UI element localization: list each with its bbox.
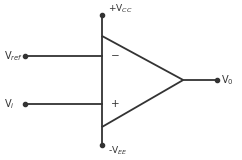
Text: V$_{0}$: V$_{0}$ — [221, 73, 234, 87]
Text: +: + — [111, 99, 119, 109]
Text: V$_{ref}$: V$_{ref}$ — [4, 49, 23, 63]
Text: −: − — [111, 51, 119, 61]
Text: V$_{i}$: V$_{i}$ — [4, 97, 15, 111]
Text: +V$_{CC}$: +V$_{CC}$ — [108, 3, 132, 15]
Text: -V$_{EE}$: -V$_{EE}$ — [108, 145, 127, 157]
